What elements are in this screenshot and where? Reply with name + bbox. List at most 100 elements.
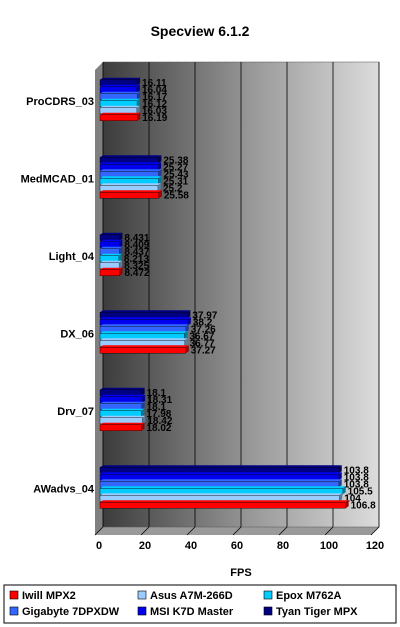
category-label: Drv_07 bbox=[57, 406, 94, 418]
bar-end-face bbox=[136, 105, 140, 114]
bar-end-face bbox=[338, 465, 342, 474]
data-label: 36.77 bbox=[190, 338, 215, 349]
bar-end-face bbox=[137, 98, 141, 107]
bar-end-face bbox=[118, 253, 122, 262]
data-label: 8.409 bbox=[124, 240, 149, 251]
bar-top-face bbox=[100, 500, 349, 503]
bar-end-face bbox=[184, 338, 188, 347]
bar-top-face bbox=[100, 422, 145, 425]
gridline-floor bbox=[370, 526, 380, 536]
bar-end-face bbox=[338, 479, 342, 488]
category-label: AWadvs_04 bbox=[33, 483, 95, 495]
legend-label: Tyan Tiger MPX bbox=[276, 606, 358, 618]
category-label: MedMCAD_01 bbox=[21, 173, 94, 185]
bar bbox=[99, 114, 138, 121]
gridline-floor bbox=[94, 526, 104, 536]
data-label: 25.31 bbox=[163, 176, 188, 187]
legend-label: Epox M762A bbox=[276, 590, 341, 602]
bar-top-face bbox=[100, 408, 145, 411]
bar-top-face bbox=[100, 310, 191, 313]
data-label: 8.437 bbox=[124, 247, 149, 258]
bar-top-face bbox=[100, 84, 140, 87]
data-label: 17.98 bbox=[146, 409, 171, 420]
bar-top-face bbox=[100, 324, 189, 327]
data-label: 25.43 bbox=[163, 169, 188, 180]
data-label: 38.2 bbox=[193, 317, 213, 328]
legend-label: Asus A7M-266D bbox=[150, 590, 233, 602]
bar-top-face bbox=[100, 77, 141, 80]
bar-end-face bbox=[158, 169, 162, 178]
data-label: 16.19 bbox=[142, 113, 167, 124]
bar bbox=[99, 502, 346, 509]
gridline-floor bbox=[232, 526, 242, 536]
bar-top-face bbox=[100, 387, 145, 390]
bar-top-face bbox=[100, 401, 145, 404]
bar-top-face bbox=[100, 317, 191, 320]
bar-top-face bbox=[100, 415, 146, 418]
data-label: 18.42 bbox=[147, 416, 172, 427]
bar-end-face bbox=[142, 415, 146, 424]
bar-end-face bbox=[339, 493, 343, 502]
bar-end-face bbox=[158, 155, 162, 164]
bar-end-face bbox=[142, 394, 146, 403]
bar-top-face bbox=[100, 338, 188, 341]
bar-end-face bbox=[158, 190, 162, 199]
bar-end-face bbox=[157, 183, 161, 192]
bar-end-face bbox=[184, 331, 188, 340]
data-label: 106.8 bbox=[351, 500, 376, 511]
data-label: 103.8 bbox=[344, 465, 369, 476]
bar-top-face bbox=[100, 176, 162, 179]
data-label: 16.03 bbox=[142, 106, 167, 117]
data-label: 8.213 bbox=[124, 254, 149, 265]
x-tick-label: 80 bbox=[277, 540, 289, 552]
legend: Iwill MPX2 Asus A7M-266D Epox M762A Gigabyt… bbox=[3, 584, 397, 624]
x-tick-label: 20 bbox=[139, 540, 151, 552]
bar-top-face bbox=[100, 239, 123, 242]
data-label: 25.2 bbox=[163, 183, 183, 194]
legend-swatch bbox=[9, 606, 19, 616]
data-label: 37.97 bbox=[192, 310, 217, 321]
bar-top-face bbox=[100, 331, 188, 334]
bar-top-face bbox=[100, 486, 346, 489]
bar-top-face bbox=[100, 493, 343, 496]
bar-top-face bbox=[100, 246, 123, 249]
bar-end-face bbox=[185, 324, 189, 333]
bar-end-face bbox=[137, 91, 141, 100]
data-label: 8.472 bbox=[124, 268, 149, 279]
bar-top-face bbox=[100, 162, 162, 165]
category-label: Light_04 bbox=[49, 251, 95, 263]
legend-swatch bbox=[263, 590, 273, 600]
x-tick-label: 100 bbox=[320, 540, 338, 552]
bar-end-face bbox=[119, 267, 123, 276]
bar-end-face bbox=[137, 77, 141, 86]
bar-top-face bbox=[100, 394, 146, 397]
bar-end-face bbox=[338, 472, 342, 481]
legend-swatch bbox=[263, 606, 273, 616]
bar-end-face bbox=[345, 500, 349, 509]
data-label: 25.58 bbox=[164, 190, 189, 201]
chart-title: Specview 6.1.2 bbox=[151, 23, 250, 39]
bar-top-face bbox=[100, 105, 140, 108]
bar-top-face bbox=[100, 267, 123, 270]
bar-top-face bbox=[100, 190, 162, 193]
bar-end-face bbox=[158, 176, 162, 185]
legend-box bbox=[3, 584, 397, 624]
bar-top-face bbox=[100, 183, 161, 186]
gridline-floor bbox=[324, 526, 334, 536]
legend-label: Gigabyte 7DPXDW bbox=[22, 606, 120, 618]
data-label: 8.431 bbox=[124, 233, 149, 244]
bar bbox=[99, 347, 186, 354]
bar-end-face bbox=[141, 387, 145, 396]
bar-top-face bbox=[100, 253, 122, 256]
bar-top-face bbox=[100, 155, 162, 158]
bar-top-face bbox=[100, 112, 141, 115]
bar-top-face bbox=[100, 260, 123, 263]
gridline-floor bbox=[186, 526, 196, 536]
data-label: 37.26 bbox=[191, 324, 216, 335]
bar-end-face bbox=[342, 486, 346, 495]
bar-top-face bbox=[100, 345, 189, 348]
legend-swatch bbox=[9, 590, 19, 600]
gridline-floor bbox=[278, 526, 288, 536]
category-label: ProCDRS_03 bbox=[26, 96, 94, 108]
x-tick-label: 40 bbox=[185, 540, 197, 552]
